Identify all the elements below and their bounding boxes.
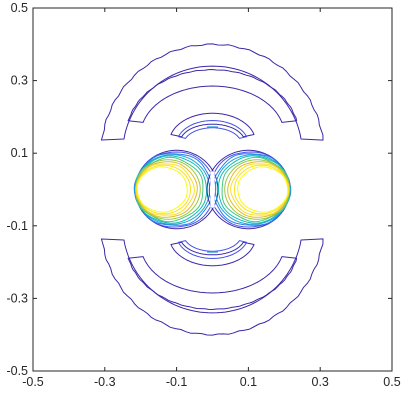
y-tick-label: -0.5 xyxy=(6,364,28,378)
center-gap xyxy=(210,171,215,208)
right-lobe-contour xyxy=(237,166,289,213)
x-tick-label: 0.5 xyxy=(383,375,400,389)
x-tick-label: 0.3 xyxy=(312,375,329,389)
y-tick-label: -0.3 xyxy=(6,291,28,305)
x-tick-label: -0.5 xyxy=(22,375,44,389)
right-lobe-contour xyxy=(214,154,291,225)
y-axis: 0.5 0.3 0.1 -0.1 -0.3 -0.5 xyxy=(6,1,392,378)
right-lobe-contour xyxy=(233,164,289,215)
top-outer-arc xyxy=(100,43,324,141)
y-tick-label: 0.1 xyxy=(11,146,28,160)
y-tick-label: -0.1 xyxy=(6,219,28,233)
bottom-inner-arc xyxy=(127,256,298,310)
x-tick-label: 0.1 xyxy=(240,375,257,389)
inner-band xyxy=(170,241,255,267)
inner-band xyxy=(170,112,255,138)
left-lobe-contour xyxy=(135,163,195,216)
axes-box xyxy=(32,7,393,372)
bottom-outer-arc xyxy=(100,238,324,336)
top-inner-arc xyxy=(127,69,298,123)
y-tick-label: 0.5 xyxy=(11,1,28,15)
inner-band xyxy=(177,240,248,259)
right-lobe-contour xyxy=(230,163,290,216)
left-lobe-contour xyxy=(135,156,204,223)
inner-band xyxy=(177,120,248,139)
right-lobe-contour xyxy=(227,161,290,218)
x-tick-label: -0.1 xyxy=(166,375,188,389)
left-lobe-contour xyxy=(133,153,214,226)
y-tick-label: 0.3 xyxy=(11,74,28,88)
x-tick-label: -0.3 xyxy=(94,375,116,389)
right-lobe-contour xyxy=(224,159,290,220)
right-lobe-contour xyxy=(218,155,291,224)
x-axis: -0.5 -0.3 -0.1 0.1 0.3 0.5 xyxy=(22,8,401,389)
left-lobe-contour xyxy=(136,166,188,213)
right-lobe-contour xyxy=(221,156,290,223)
contour-lines xyxy=(100,43,324,336)
